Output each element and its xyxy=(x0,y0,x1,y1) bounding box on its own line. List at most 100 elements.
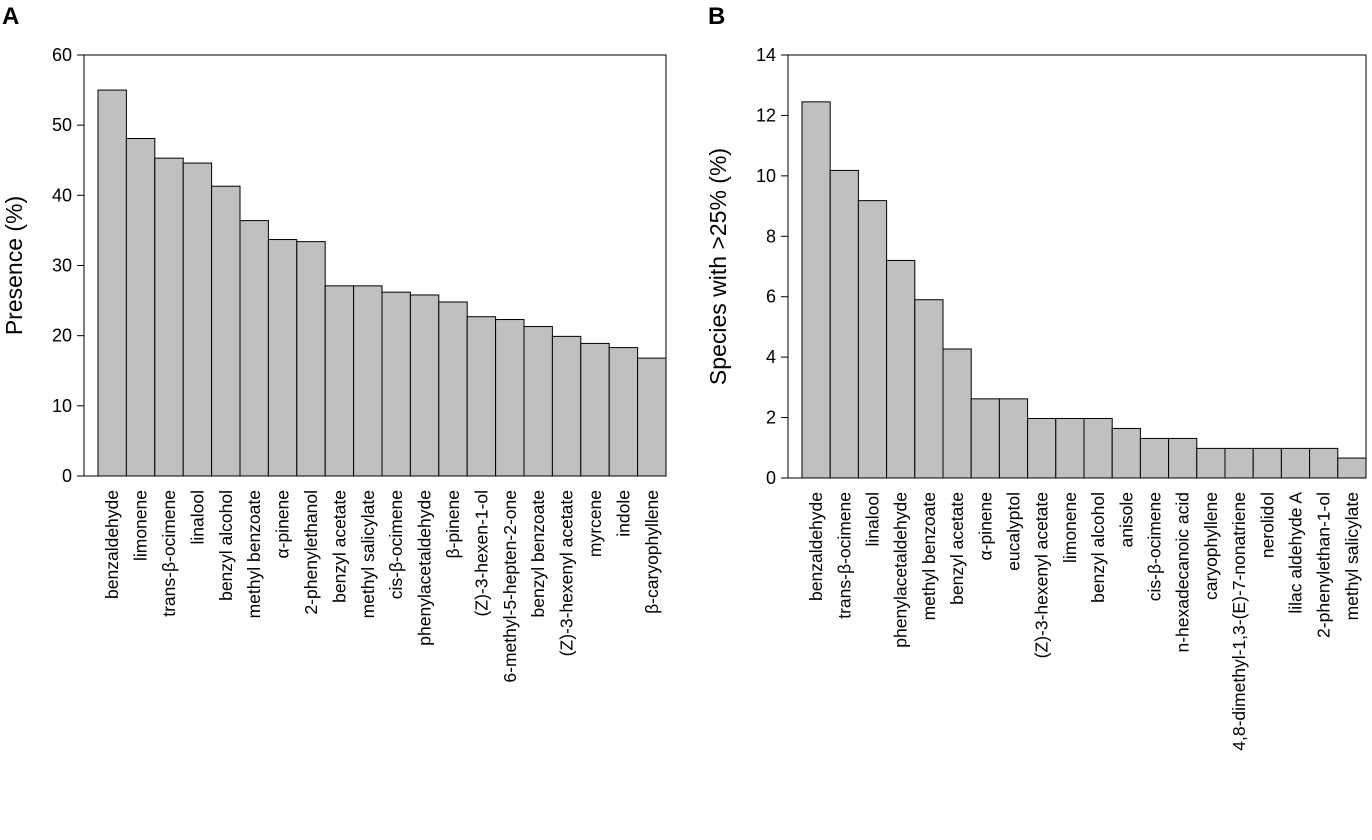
panel-b-bar xyxy=(914,299,944,479)
panel-b-x-tick-label: caryophyllene xyxy=(1201,492,1221,600)
panel-b-y-tick-label: 0 xyxy=(766,468,776,488)
panel-b-bar xyxy=(1280,447,1311,479)
panel-b-bar xyxy=(1252,447,1282,479)
panel-a-y-tick-label: 40 xyxy=(52,185,72,205)
panel-a-x-tick-label: β-caryophyllene xyxy=(642,490,662,614)
panel-a-x-tick-label: 6-methyl-5-hepten-2-one xyxy=(500,490,520,683)
panel-b-bar xyxy=(942,348,972,479)
panel-a-y-tick-label: 0 xyxy=(62,466,72,486)
panel-b-bar xyxy=(1168,437,1198,479)
panel-a-x-axis-labels: benzaldehyde limonene trans-β-ocimene linal… xyxy=(102,490,662,683)
panel-a-bar xyxy=(353,285,383,477)
panel-a-x-tick-label: indole xyxy=(613,490,633,537)
panel-b-y-tick-label: 2 xyxy=(766,408,776,428)
panel-b-y-tick-label: 14 xyxy=(756,45,776,65)
panel-a-x-tick-label: α-pinene xyxy=(273,490,293,559)
panel-a-x-tick-label: β-pinene xyxy=(443,490,463,558)
panel-b-x-tick-label: 2-phenylethan-1-ol xyxy=(1314,492,1334,638)
panel-b-x-tick-label: methyl salicylate xyxy=(1342,492,1362,620)
panel-a-x-tick-label: methyl salicylate xyxy=(358,490,378,618)
panel-b-x-tick-label: eucalyptol xyxy=(1004,492,1024,571)
panel-b-bar xyxy=(1309,447,1339,479)
panel-a-bar xyxy=(495,319,525,477)
panel-b-x-tick-label: benzyl alcohol xyxy=(1088,492,1108,603)
panel-a-bar xyxy=(324,285,355,477)
panel-a-x-tick-label: benzyl alcohol xyxy=(216,490,236,601)
panel-b-x-axis-labels: benzaldehyde trans-β-ocimene linalool pheny… xyxy=(806,492,1362,751)
panel-b-bar xyxy=(1224,447,1254,479)
panel-a-x-tick-label: benzyl acetate xyxy=(329,490,349,603)
panel-a-x-tick-label: (Z)-3-hexenyl acetate xyxy=(557,490,577,656)
panel-b-y-axis: 0 2 4 6 8 10 12 14 xyxy=(756,45,788,488)
panel-b-bar xyxy=(1083,417,1113,479)
panel-b-bar xyxy=(1027,417,1057,479)
panel-b-x-tick-label: n-hexadecanoic acid xyxy=(1173,492,1193,653)
panel-b-letter: B xyxy=(708,3,725,30)
panel-a-bar xyxy=(296,241,326,477)
panel-b-x-tick-label: trans-β-ocimene xyxy=(834,492,854,619)
panel-b-y-tick-label: 8 xyxy=(766,226,776,246)
panel-b-chart: B 0 2 4 6 8 10 12 14 benzaldehyde trans-β-ocimen… xyxy=(705,3,1367,751)
panel-a-bars xyxy=(97,89,667,477)
panel-b-y-axis-title: Species with >25% (%) xyxy=(705,148,731,385)
panel-b-bar xyxy=(1139,437,1170,479)
panel-b-x-tick-label: limonene xyxy=(1060,492,1080,563)
panel-a-bar xyxy=(182,162,213,477)
panel-b-x-tick-label: methyl benzoate xyxy=(919,492,939,620)
panel-b-y-tick-label: 4 xyxy=(766,347,776,367)
panel-a-x-tick-label: 2-phenylethanol xyxy=(301,490,321,615)
panel-a-bar xyxy=(211,185,241,477)
panel-a-x-tick-label: methyl benzoate xyxy=(244,490,264,618)
panel-a-y-tick-label: 50 xyxy=(52,115,72,135)
panel-a-x-tick-label: benzyl benzoate xyxy=(528,490,548,617)
panel-b-x-tick-label: 4,8-dimethyl-1,3-(E)-7-nonatriene xyxy=(1229,492,1249,751)
panel-b-x-tick-label: benzaldehyde xyxy=(806,492,826,601)
panel-a-bar xyxy=(466,316,497,477)
panel-b-bar xyxy=(857,200,888,479)
panel-b-bar xyxy=(801,101,831,479)
panel-a-x-tick-label: benzaldehyde xyxy=(102,490,122,599)
panel-b-x-tick-label: benzyl acetate xyxy=(947,492,967,605)
panel-b-bar xyxy=(829,169,859,479)
panel-b-bars xyxy=(801,101,1367,479)
panel-a-bar xyxy=(438,301,468,477)
panel-a-bar xyxy=(239,220,269,477)
panel-b-bar xyxy=(1055,417,1085,479)
panel-a-bar xyxy=(580,342,610,477)
panel-b-bar xyxy=(886,259,916,479)
panel-b-x-tick-label: phenylacetaldehyde xyxy=(891,492,911,648)
panel-a-y-tick-label: 60 xyxy=(52,45,72,65)
panel-b-x-tick-label: linalool xyxy=(863,492,883,546)
panel-a-x-tick-label: limonene xyxy=(131,490,151,561)
panel-b-plot-frame xyxy=(787,54,1367,479)
panel-a-x-tick-label: trans-β-ocimene xyxy=(159,490,179,617)
panel-a-bar xyxy=(154,157,184,477)
panel-a-bar xyxy=(551,335,582,477)
panel-a-bar xyxy=(523,326,553,477)
panel-a-y-axis-title: Presence (%) xyxy=(1,196,27,335)
panel-a-x-tick-label: phenylacetaldehyde xyxy=(415,490,435,646)
panel-a-letter: A xyxy=(2,3,19,30)
panel-a-bar xyxy=(97,89,127,477)
panel-a-y-tick-label: 20 xyxy=(52,326,72,346)
panel-a-bar xyxy=(608,347,639,477)
panel-a-x-tick-label: linalool xyxy=(187,490,207,544)
panel-b-bar xyxy=(1196,447,1226,479)
panel-a-bar xyxy=(409,294,440,477)
panel-a-bar xyxy=(637,357,667,477)
panel-b-y-tick-label: 10 xyxy=(756,166,776,186)
panel-a-bar xyxy=(125,137,156,477)
panel-b-x-tick-label: lilac aldehyde A xyxy=(1286,492,1306,614)
panel-a-x-tick-label: myrcene xyxy=(585,490,605,557)
panel-b-y-tick-label: 12 xyxy=(756,105,776,125)
panel-b-x-tick-label: cis-β-ocimene xyxy=(1145,492,1165,601)
panel-a-chart: A 0 10 20 30 40 50 60 benzaldehyde limonene tran… xyxy=(1,3,667,683)
panel-a-y-tick-label: 30 xyxy=(52,256,72,276)
panel-a-y-axis: 0 10 20 30 40 50 60 xyxy=(52,45,84,486)
panel-b-x-tick-label: nerolidol xyxy=(1257,492,1277,558)
panel-b-x-tick-label: anisole xyxy=(1116,492,1136,547)
panel-b-x-tick-label: (Z)-3-hexenyl acetate xyxy=(1032,492,1052,658)
panel-a-x-tick-label: cis-β-ocimene xyxy=(386,490,406,599)
panel-a-x-tick-label: (Z)-3-hexen-1-ol xyxy=(471,490,491,616)
